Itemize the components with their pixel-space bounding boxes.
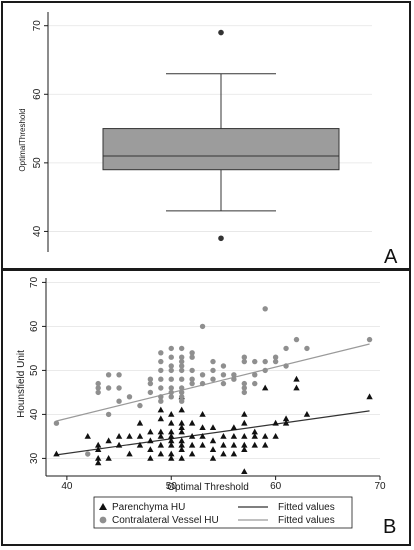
chart-a-iqr-box bbox=[102, 128, 340, 171]
chart-a-y-ticks: 40 50 60 70 bbox=[32, 20, 48, 237]
chart-a-outlier-point bbox=[218, 235, 224, 242]
chart-a-y-tick-label: 70 bbox=[32, 20, 43, 32]
panel-a-label: A bbox=[384, 246, 398, 268]
chart-a-boxplot: 40 50 60 70 OptimalThreshold A bbox=[7, 8, 398, 268]
panel-divider bbox=[1, 268, 411, 271]
chart-a-outlier-point bbox=[218, 29, 224, 36]
chart-a-y-tick-label: 50 bbox=[32, 157, 43, 169]
chart-a-y-tick-label: 60 bbox=[32, 88, 43, 100]
chart-a-y-tick-label: 40 bbox=[32, 225, 43, 237]
chart-a-ylabel: OptimalThreshold bbox=[18, 108, 27, 171]
chart-a-box bbox=[102, 29, 340, 242]
